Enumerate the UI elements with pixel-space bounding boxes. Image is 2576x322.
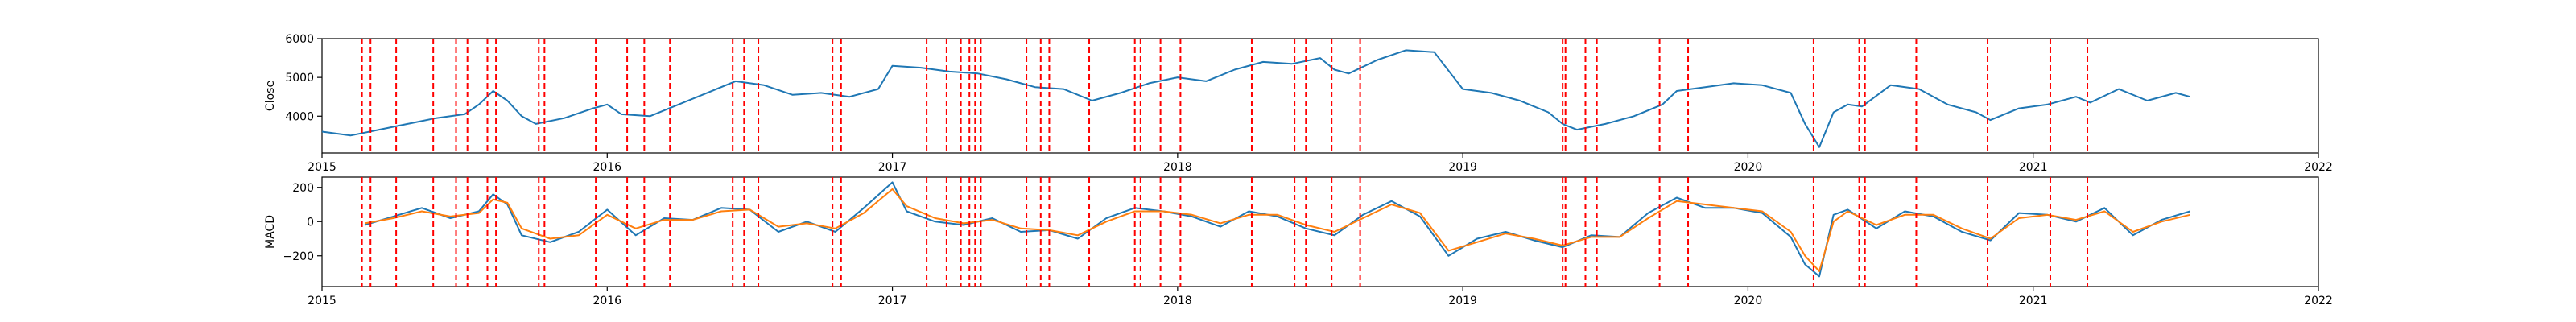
chart-panel-2: 2015 2016 2017 2018 2019 2020 2021 2022 −200 0 200…	[264, 176, 2333, 308]
x-tick-label: 2020	[1734, 295, 1763, 308]
x-tick-label: 2022	[2304, 161, 2333, 174]
x-tick-label: 2018	[1163, 161, 1192, 174]
series-line-1	[364, 181, 2190, 278]
axes-frame	[321, 176, 2319, 287]
x-tick-label: 2016	[592, 295, 621, 308]
x-tick-label: 2018	[1163, 295, 1192, 308]
x-tick-label: 2016	[592, 161, 621, 174]
axes-frame	[321, 38, 2319, 154]
x-tick-label: 2022	[2304, 295, 2333, 308]
x-tick-label: 2019	[1448, 161, 1477, 174]
y-tick-label: 200	[292, 182, 314, 195]
y-tick-label: 4000	[285, 110, 314, 123]
series-line-2	[364, 188, 2190, 272]
x-tick-label: 2019	[1448, 295, 1477, 308]
x-tick-label: 2021	[2019, 295, 2048, 308]
x-tick-label: 2017	[878, 295, 907, 308]
y-tick-label: 6000	[285, 33, 314, 46]
y-tick-label: −200	[283, 250, 314, 263]
y-tick-label: 0	[307, 216, 314, 229]
y-axis-label: MACD	[264, 215, 277, 249]
x-tick-label: 2015	[308, 161, 336, 174]
series-line-1	[321, 49, 2190, 148]
x-tick-label: 2020	[1734, 161, 1763, 174]
x-tick-label: 2017	[878, 161, 907, 174]
chart-panel-1: 2015 2016 2017 2018 2019 2020 2021 2022 4000 5000…	[264, 33, 2333, 174]
x-tick-label: 2021	[2019, 161, 2048, 174]
y-axis-label: Close	[264, 80, 277, 111]
y-tick-label: 5000	[285, 72, 314, 85]
x-tick-label: 2015	[308, 295, 336, 308]
